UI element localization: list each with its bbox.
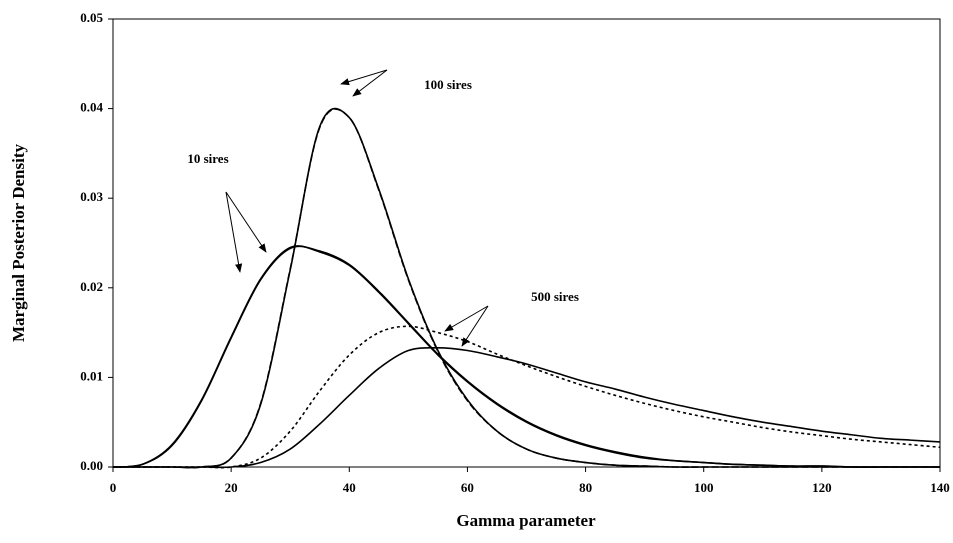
annotation-arrow: [461, 305, 489, 347]
annotation-arrow: [444, 305, 489, 332]
x-tick-label: 100: [694, 480, 714, 495]
y-tick-label: 0.02: [80, 279, 103, 294]
annotation-arrow: [225, 191, 243, 273]
line-series: [112, 245, 940, 468]
x-tick-label: 40: [343, 480, 356, 495]
x-tick-label: 20: [225, 480, 238, 495]
line-series: [112, 325, 941, 469]
y-tick-label: 0.05: [80, 10, 103, 25]
x-axis-label: Gamma parameter: [456, 511, 596, 530]
y-tick-label: 0.01: [80, 368, 103, 383]
x-tick-label: 120: [812, 480, 832, 495]
x-tick-label: 140: [930, 480, 950, 495]
line-series: [112, 107, 940, 469]
line-series: [112, 108, 940, 469]
annotation-arrow: [225, 191, 267, 253]
y-tick-label: 0.03: [80, 189, 103, 204]
x-tick-label: 80: [579, 480, 592, 495]
annotation: 500 sires: [531, 289, 579, 304]
annotation: 100 sires: [424, 77, 472, 92]
annotation: 10 sires: [187, 151, 228, 166]
y-tick-label: 0.04: [80, 100, 103, 115]
line-series: [112, 346, 941, 469]
x-tick-label: 60: [461, 480, 474, 495]
annotation-arrow: [340, 69, 388, 86]
line-series: [112, 245, 940, 468]
x-tick-label: 0: [110, 480, 117, 495]
annotation-arrow: [352, 69, 388, 97]
y-tick-label: 0.00: [80, 458, 103, 473]
plot-frame: [112, 18, 941, 468]
y-axis-label: Marginal Posterior Density: [9, 144, 28, 342]
